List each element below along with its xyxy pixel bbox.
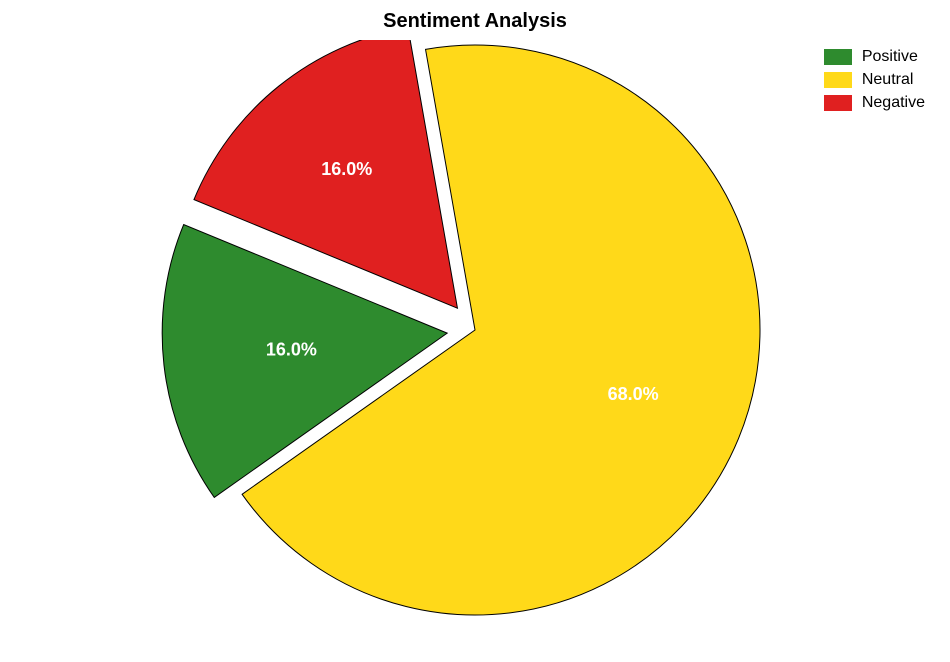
legend-label-positive: Positive (862, 48, 918, 66)
legend-item-positive: Positive (824, 48, 925, 66)
legend-label-negative: Negative (862, 94, 925, 112)
pie-slice-label-positive: 16.0% (266, 339, 317, 359)
pie-chart-svg: 16.0% 16.0% 68.0% (0, 40, 950, 662)
chart-legend: Positive Neutral Negative (824, 48, 925, 117)
sentiment-pie-chart: Sentiment Analysis 16.0% 16.0% 68.0% Posit… (0, 0, 950, 662)
legend-label-neutral: Neutral (862, 71, 914, 89)
legend-swatch-positive (824, 49, 852, 65)
legend-item-negative: Negative (824, 94, 925, 112)
legend-swatch-neutral (824, 72, 852, 88)
legend-item-neutral: Neutral (824, 71, 925, 89)
legend-swatch-negative (824, 95, 852, 111)
pie-slice-label-neutral: 68.0% (608, 384, 659, 404)
chart-title: Sentiment Analysis (0, 10, 950, 33)
pie-slice-label-negative: 16.0% (321, 159, 372, 179)
